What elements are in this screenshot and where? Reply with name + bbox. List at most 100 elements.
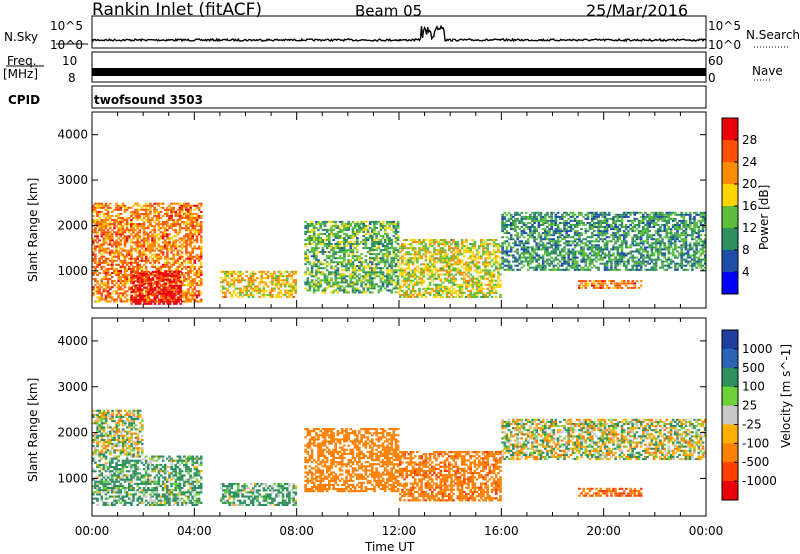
power-cell-0 xyxy=(92,251,95,254)
power-cell-0 xyxy=(161,221,165,224)
power-cell-2 xyxy=(243,287,246,290)
power-cell-0 xyxy=(111,239,114,242)
power-cell-3 xyxy=(349,283,353,286)
power-cell-5 xyxy=(541,222,545,224)
power-cell-5 xyxy=(550,250,553,253)
power-cell-2 xyxy=(292,281,295,284)
power-cell-5 xyxy=(597,232,600,235)
power-cell-0 xyxy=(104,247,108,250)
power-cell-1 xyxy=(132,300,136,303)
power-cell-5 xyxy=(580,211,583,214)
power-cell-1 xyxy=(147,296,150,299)
power-cell-5 xyxy=(576,230,579,233)
power-cell-1 xyxy=(153,298,157,301)
power-cell-1 xyxy=(151,278,155,281)
power-cell-0 xyxy=(138,208,142,211)
power-cell-3 xyxy=(319,273,322,276)
power-cell-4 xyxy=(422,271,426,274)
power-cell-3 xyxy=(332,273,335,276)
power-cell-3 xyxy=(340,269,344,272)
power-cell-0 xyxy=(185,212,188,215)
power-cell-4 xyxy=(465,265,468,268)
power-cell-3 xyxy=(304,251,307,254)
power-cell-3 xyxy=(334,275,338,278)
power-cell-4 xyxy=(488,279,492,282)
freq-panel-frame xyxy=(91,51,707,83)
power-cell-3 xyxy=(386,237,389,239)
power-cell-4 xyxy=(426,263,430,266)
power-cell-1 xyxy=(177,284,180,287)
power-cell-4 xyxy=(424,245,428,248)
power-cell-5 xyxy=(550,228,553,231)
power-cell-0 xyxy=(183,202,186,205)
power-cell-0 xyxy=(197,229,201,232)
power-cell-0 xyxy=(132,265,135,268)
power-cell-0 xyxy=(121,292,125,295)
power-cell-3 xyxy=(353,267,357,270)
power-cell-0 xyxy=(159,249,163,252)
power-cell-5 xyxy=(533,217,536,220)
power-cell-4 xyxy=(426,249,430,252)
power-cell-5 xyxy=(599,211,602,214)
power-cell-0 xyxy=(147,298,150,301)
power-cell-5 xyxy=(590,240,594,243)
power-cell-4 xyxy=(411,241,415,244)
power-cell-0 xyxy=(147,247,150,250)
power-cell-2 xyxy=(243,279,246,282)
power-cell-5 xyxy=(554,219,558,222)
power-cell-5 xyxy=(537,236,541,239)
power-cell-5 xyxy=(612,238,615,241)
power-cell-0 xyxy=(92,219,95,221)
power-cell-1 xyxy=(177,276,180,279)
power-cell-2 xyxy=(271,289,274,292)
power-cell-4 xyxy=(435,261,438,264)
power-cell-3 xyxy=(383,233,387,235)
power-cell-5 xyxy=(607,226,611,228)
power-cell-5 xyxy=(522,236,526,239)
power-cell-0 xyxy=(115,206,118,209)
power-cell-0 xyxy=(140,300,144,303)
power-cell-4 xyxy=(420,277,423,280)
power-cell-4 xyxy=(452,277,455,280)
power-cell-5 xyxy=(607,260,611,263)
power-cell-0 xyxy=(183,223,186,226)
power-cell-3 xyxy=(358,243,361,245)
power-cell-4 xyxy=(448,261,451,264)
power-cell-0 xyxy=(144,239,148,242)
power-cell-5 xyxy=(616,236,620,239)
power-cell-0 xyxy=(123,223,127,226)
power-cell-5 xyxy=(539,266,543,269)
power-cell-3 xyxy=(356,275,359,278)
power-cell-0 xyxy=(123,229,127,232)
power-cell-0 xyxy=(104,231,108,234)
power-cell-3 xyxy=(315,249,318,252)
power-cell-3 xyxy=(358,269,361,272)
power-cell-0 xyxy=(178,255,182,258)
power-cell-0 xyxy=(197,231,201,234)
power-cell-5 xyxy=(529,232,532,235)
power-cell-3 xyxy=(386,257,389,260)
power-cell-5 xyxy=(558,268,562,271)
power-cell-5 xyxy=(516,244,519,247)
power-cell-3 xyxy=(353,265,357,268)
power-cell-3 xyxy=(362,267,365,270)
power-cell-0 xyxy=(94,221,97,224)
power-cell-4 xyxy=(490,271,494,274)
power-cell-4 xyxy=(407,257,411,260)
power-cell-2 xyxy=(228,281,231,284)
power-cell-4 xyxy=(499,283,502,286)
power-cell-3 xyxy=(390,267,393,270)
power-cell-2 xyxy=(277,296,281,298)
power-cell-3 xyxy=(328,235,331,237)
power-cell-4 xyxy=(441,255,445,258)
power-cell-0 xyxy=(166,282,169,285)
power-cell-5 xyxy=(576,268,579,271)
power-cell-0 xyxy=(96,245,99,248)
power-cell-5 xyxy=(571,213,575,216)
power-cell-4 xyxy=(494,243,498,246)
power-cell-0 xyxy=(163,284,167,287)
power-cell-3 xyxy=(351,285,355,288)
power-cell-0 xyxy=(92,294,95,297)
power-cell-3 xyxy=(347,253,350,256)
power-cell-0 xyxy=(92,257,95,260)
